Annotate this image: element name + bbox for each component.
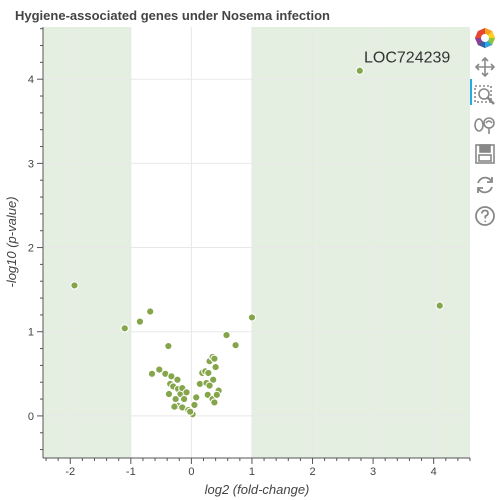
x-tick-label: -1 xyxy=(126,466,136,478)
x-tick-label: 0 xyxy=(188,466,194,478)
x-tick-label: 3 xyxy=(370,466,376,478)
data-point xyxy=(173,375,182,384)
point-annotation: LOC724239 xyxy=(364,49,450,66)
data-point xyxy=(231,341,240,350)
data-point xyxy=(212,390,221,399)
y-tick-label: 0 xyxy=(28,411,34,423)
reset-tool-icon[interactable] xyxy=(473,173,497,197)
data-point xyxy=(182,388,191,397)
data-point xyxy=(204,368,213,378)
x-tick-label: 4 xyxy=(431,466,437,478)
data-point xyxy=(222,330,231,340)
y-tick-label: 4 xyxy=(28,74,34,86)
data-point xyxy=(120,324,129,333)
data-point xyxy=(209,375,218,384)
chart-title: Hygiene-associated genes under Nosema in… xyxy=(15,8,330,23)
bokeh-logo[interactable] xyxy=(473,26,497,50)
data-point xyxy=(355,66,364,75)
data-point xyxy=(180,394,189,404)
y-axis-label: -log10 (p-value) xyxy=(4,196,19,287)
data-point xyxy=(190,400,199,410)
pan-tool-icon[interactable] xyxy=(473,55,497,79)
x-axis-label: log2 (fold-change) xyxy=(205,482,310,497)
data-point xyxy=(70,281,79,290)
data-point xyxy=(171,394,180,404)
data-point xyxy=(435,301,444,310)
data-point xyxy=(247,313,257,322)
data-point xyxy=(210,354,219,363)
shaded-region-0 xyxy=(43,27,131,458)
data-point xyxy=(211,362,220,372)
data-point xyxy=(164,389,174,399)
y-tick-label: 2 xyxy=(28,243,34,255)
data-point xyxy=(164,341,173,351)
x-tick-label: -2 xyxy=(65,466,75,478)
data-point xyxy=(210,398,219,407)
help-tool-icon[interactable] xyxy=(473,204,497,228)
y-tick-label: 1 xyxy=(28,327,34,339)
box-zoom-tool-icon[interactable] xyxy=(473,84,497,108)
shaded-region-1 xyxy=(251,27,470,458)
data-point xyxy=(155,365,164,374)
x-tick-label: 2 xyxy=(309,466,315,478)
y-tick-label: 3 xyxy=(28,158,34,170)
data-point xyxy=(147,369,157,378)
data-point xyxy=(195,379,204,389)
data-point xyxy=(167,372,176,381)
data-point xyxy=(146,307,155,316)
wheel-zoom-tool-icon[interactable] xyxy=(473,113,497,137)
active-tool-indicator xyxy=(470,79,472,105)
data-point xyxy=(135,317,145,326)
x-tick-label: 1 xyxy=(249,466,255,478)
data-point xyxy=(205,381,214,390)
data-point xyxy=(192,393,201,402)
save-tool-icon[interactable] xyxy=(473,142,497,166)
data-point xyxy=(186,407,195,416)
data-point xyxy=(170,402,179,411)
